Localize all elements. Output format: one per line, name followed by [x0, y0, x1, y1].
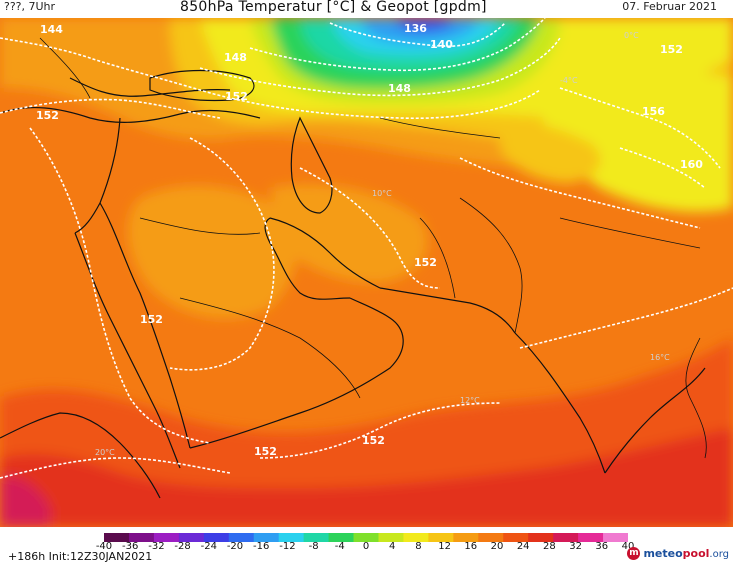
contour-label: 148	[224, 51, 247, 64]
map-canvas: 1361401441481481521521521521521521521561…	[0, 18, 733, 527]
contour-label: 152	[660, 43, 683, 56]
color-scale-tick-label: -12	[279, 541, 296, 552]
temperature-label: -4°C	[560, 76, 578, 85]
color-scale-tick-label: -24	[200, 541, 217, 552]
color-scale-swatch	[528, 533, 554, 542]
color-scale-tick-label: 8	[415, 541, 422, 552]
valid-date-label: 07. Februar 2021	[622, 0, 717, 13]
color-scale-tick-label: -28	[174, 541, 191, 552]
color-scale-tick-label: -4	[334, 541, 345, 552]
temperature-label: 20°C	[95, 448, 115, 457]
color-scale-swatch	[603, 533, 628, 542]
color-scale-tick-label: 0	[362, 541, 370, 552]
color-scale-tick-label: -32	[148, 541, 165, 552]
color-scale-tick-label: -8	[308, 541, 319, 552]
color-scale-swatch	[328, 533, 355, 542]
contour-labels: 1361401441481481521521521521521521521561…	[36, 22, 703, 458]
color-scale-tick-label: 36	[595, 541, 609, 552]
map-title: 850hPa Temperatur [°C] & Geopot [gpdm]	[180, 0, 487, 15]
meteopool-logo-text: meteopool.org	[643, 547, 729, 560]
contour-label: 152	[36, 109, 59, 122]
temperature-label: 16°C	[650, 353, 670, 362]
color-scale-tick-label: 16	[464, 541, 478, 552]
color-scale-swatch	[428, 533, 454, 542]
meteopool-logo-icon: m	[627, 546, 641, 560]
color-scale-ticks: -40 -36 -32 -28 -24 -20 -16 -12 -8 -4 0 4 8 12 16 20 24 2…	[96, 541, 635, 555]
model-run-info: +186h Init:12Z30JAN2021	[8, 550, 153, 563]
meteopool-logo[interactable]: m meteopool.org	[627, 545, 729, 561]
temperature-label: 10°C	[372, 189, 392, 198]
contour-label: 152	[140, 313, 163, 326]
color-scale-tick-label: 32	[569, 541, 582, 552]
color-scale-swatch	[553, 533, 579, 542]
map-header: ???, 7Uhr 850hPa Temperatur [°C] & Geopo…	[0, 0, 733, 18]
contour-label: 160	[680, 158, 703, 171]
color-scale-tick-label: 4	[389, 541, 396, 552]
contour-label: 152	[362, 434, 385, 447]
logo-part-pool: pool	[682, 546, 710, 560]
color-scale-tick-label: 24	[516, 541, 530, 552]
contour-label: 156	[642, 105, 665, 118]
color-scale-tick-label: 40	[621, 541, 635, 552]
temperature-color-scale	[104, 533, 628, 542]
color-scale-swatch	[478, 533, 504, 542]
color-scale-tick-label: 12	[438, 541, 451, 552]
logo-part-org: .org	[709, 548, 729, 560]
color-scale-swatch	[203, 533, 230, 542]
color-scale-tick-label: -36	[122, 541, 139, 552]
color-scale-swatch	[153, 533, 180, 542]
weather-map: 136 140 144 148 148 152 152 152 152 152 152 152 156 1…	[0, 18, 733, 527]
color-scale-tick-label: -16	[253, 541, 270, 552]
color-scale-tick-label: 28	[543, 541, 556, 552]
color-scale-swatch	[453, 533, 479, 542]
color-scale-swatch	[253, 533, 280, 542]
temperature-labels: 10°C 16°C 20°C 0°C -4°C 12°C	[95, 31, 670, 457]
color-scale-swatch	[503, 533, 529, 542]
color-scale-swatch	[128, 533, 155, 542]
map-footer: -40 -36 -32 -28 -24 -20 -16 -12 -8 -4 0 4 8 12 16 20 24 2…	[0, 527, 733, 566]
contour-label: 152	[254, 445, 277, 458]
color-scale-swatch	[578, 533, 604, 542]
color-scale-tick-label: -20	[226, 541, 244, 552]
contour-label: 152	[225, 90, 248, 103]
color-scale-swatch	[104, 533, 130, 542]
temperature-label: 0°C	[624, 31, 639, 40]
color-scale-swatch	[303, 533, 330, 542]
color-scale-swatch	[378, 533, 404, 542]
coastlines	[0, 37, 707, 499]
contour-label: 144	[40, 23, 63, 36]
geopotential-contours	[0, 18, 733, 479]
color-scale-swatch	[228, 533, 255, 542]
color-scale-swatch	[403, 533, 429, 542]
valid-day-label: ???, 7Uhr	[4, 0, 56, 13]
contour-label: 136	[404, 22, 427, 35]
color-scale-swatch	[178, 533, 205, 542]
contour-label: 148	[388, 82, 411, 95]
contour-label: 152	[414, 256, 437, 269]
temperature-field	[0, 18, 733, 527]
color-scale-swatch	[278, 533, 305, 542]
contour-label: 140	[430, 38, 453, 51]
color-scale-swatch	[353, 533, 379, 542]
logo-part-meteo: meteo	[643, 546, 683, 560]
color-scale-tick-label: -40	[95, 541, 113, 552]
color-scale-tick-label: 20	[490, 541, 504, 552]
temperature-label: 12°C	[460, 396, 480, 405]
